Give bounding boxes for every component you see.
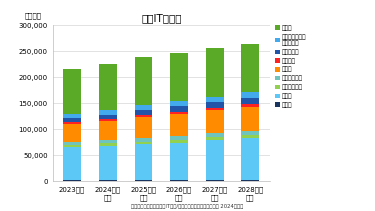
Bar [170,142,188,180]
Bar [170,53,188,101]
Bar [135,180,152,181]
Bar [99,121,117,140]
Bar [170,106,188,112]
Bar [135,110,152,115]
Title: 国内IT投資額: 国内IT投資額 [141,13,182,23]
Bar [242,92,259,98]
Bar [242,104,259,107]
Bar [135,144,152,180]
Bar [99,64,117,110]
Bar [206,180,224,181]
Bar [170,180,188,181]
Bar [99,180,117,181]
Bar [135,117,152,138]
Bar [63,69,81,114]
Bar [63,180,81,181]
Bar [206,111,224,133]
Bar [135,115,152,117]
Bar [135,142,152,144]
Bar [242,107,259,131]
Bar [206,48,224,97]
Bar [99,140,117,143]
Bar [63,114,81,118]
Bar [242,135,259,138]
Bar [135,138,152,142]
Bar [135,105,152,110]
Bar [206,102,224,108]
Bar [99,143,117,146]
Bar [99,119,117,121]
Bar [99,115,117,119]
Bar [206,137,224,140]
Bar [63,147,81,180]
Bar [63,118,81,122]
Bar [63,122,81,124]
Bar [242,138,259,180]
Bar [206,108,224,111]
Bar [99,110,117,115]
Bar [135,57,152,105]
Legend: その他, 文教／官公庁／
地方自治体, サービス業, 不動産業, 金融業, 小売／卸売業, 物流／運輸業, 製造業, 建設業: その他, 文教／官公庁／ 地方自治体, サービス業, 不動産業, 金融業, 小売… [275,25,307,108]
Text: （億円）: （億円） [24,12,41,19]
Bar [170,112,188,114]
Bar [170,101,188,106]
Bar [170,140,188,142]
Bar [63,142,81,145]
Text: 富士キメラ総研「業種別IT投資/デジタルソリューション市場 2024年版」: 富士キメラ総研「業種別IT投資/デジタルソリューション市場 2024年版」 [131,204,244,209]
Bar [206,97,224,102]
Bar [99,146,117,180]
Bar [63,145,81,147]
Bar [63,124,81,142]
Bar [242,44,259,92]
Bar [242,98,259,104]
Bar [170,114,188,136]
Bar [242,180,259,181]
Bar [206,133,224,137]
Bar [170,136,188,140]
Bar [242,131,259,135]
Bar [206,140,224,180]
